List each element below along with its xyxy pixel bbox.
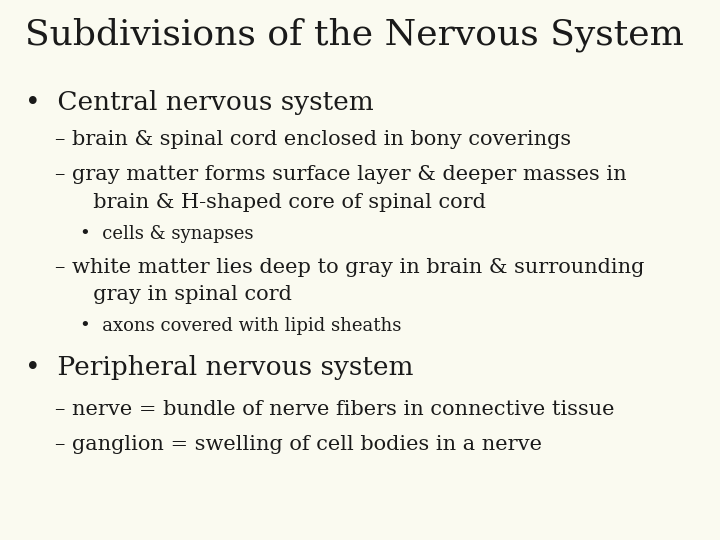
Text: •  cells & synapses: • cells & synapses [80,225,253,243]
Text: – white matter lies deep to gray in brain & surrounding: – white matter lies deep to gray in brai… [55,258,644,277]
Text: •  axons covered with lipid sheaths: • axons covered with lipid sheaths [80,317,401,335]
Text: •  Central nervous system: • Central nervous system [25,90,374,115]
Text: gray in spinal cord: gray in spinal cord [80,285,292,304]
Text: – gray matter forms surface layer & deeper masses in: – gray matter forms surface layer & deep… [55,165,626,184]
Text: – ganglion = swelling of cell bodies in a nerve: – ganglion = swelling of cell bodies in … [55,435,542,454]
Text: – brain & spinal cord enclosed in bony coverings: – brain & spinal cord enclosed in bony c… [55,130,571,149]
Text: brain & H-shaped core of spinal cord: brain & H-shaped core of spinal cord [80,193,486,212]
Text: •  Peripheral nervous system: • Peripheral nervous system [25,355,413,380]
Text: Subdivisions of the Nervous System: Subdivisions of the Nervous System [25,17,684,51]
Text: – nerve = bundle of nerve fibers in connective tissue: – nerve = bundle of nerve fibers in conn… [55,400,614,419]
